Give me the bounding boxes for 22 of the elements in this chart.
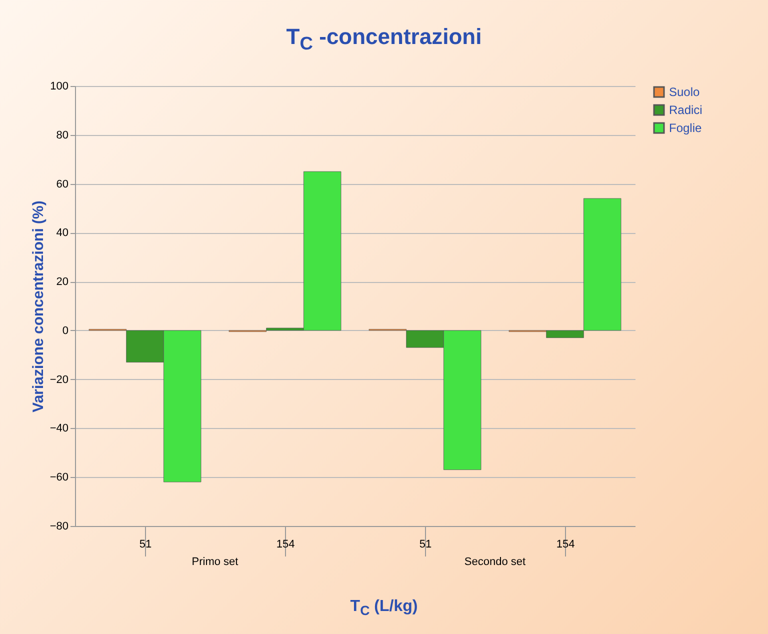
y-tick-label: 40 [56, 227, 68, 240]
legend-label: Suolo [669, 85, 700, 99]
y-tick-label: 60 [56, 178, 68, 190]
text: Primo set [192, 556, 238, 568]
x-axis-title: T$_{C}$ (L/kg) [349, 598, 419, 618]
x-tick-label: 51 [139, 538, 152, 550]
legend-label: Foglie [669, 121, 702, 135]
y-tick-label: 80 [56, 129, 68, 142]
text: Secondo set [464, 556, 526, 568]
y-tick-label: 0 [62, 324, 68, 337]
y-tick-label: −60 [50, 472, 68, 484]
legend-label: Radici [669, 103, 702, 117]
chart-title: T$_{C}$ -concentrazioni [285, 23, 483, 56]
y-axis-title: Variazione concentrazioni (%) [30, 200, 47, 412]
x-tick-label: 51 [419, 538, 432, 550]
y-tick-label: −20 [50, 374, 68, 386]
y-tick-label: 20 [56, 276, 68, 288]
x-tick-label: 154 [556, 538, 575, 550]
y-tick-label: 100 [50, 80, 68, 92]
x-tick-label: 154 [276, 538, 295, 550]
y-tick-label: −80 [50, 520, 68, 532]
y-tick-label: −40 [50, 422, 68, 435]
